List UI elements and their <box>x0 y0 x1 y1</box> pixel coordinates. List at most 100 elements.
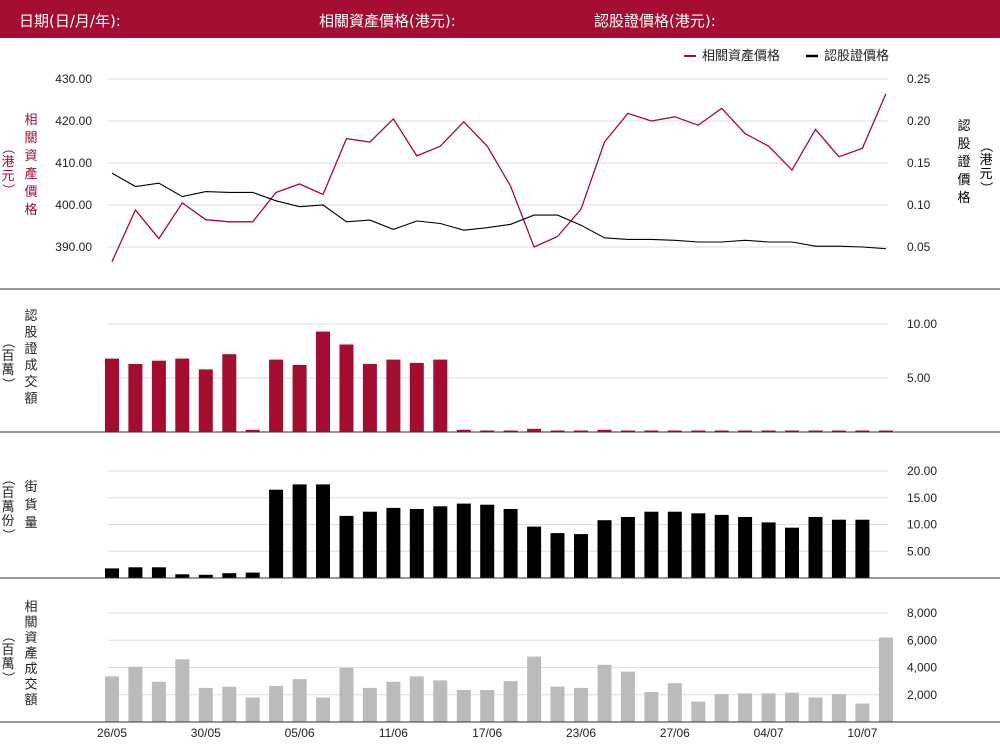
y-right-tick-label: 0.20 <box>907 114 931 128</box>
bar <box>620 671 635 722</box>
right-axis-label: 格 <box>957 190 970 206</box>
y-left-tick-label: 400.00 <box>55 198 92 212</box>
bar <box>386 359 401 432</box>
bar <box>761 522 776 578</box>
bar <box>175 358 190 432</box>
bar <box>198 574 213 578</box>
bar <box>785 430 799 432</box>
axis-unit: （ <box>0 629 15 642</box>
bar <box>292 365 307 432</box>
axis-label: 成 <box>24 359 37 374</box>
bar <box>409 676 424 722</box>
axis-label: 街 <box>24 480 37 495</box>
axis-label: 貨 <box>24 497 37 513</box>
y-right-tick-label: 0.15 <box>907 156 931 170</box>
left-axis-label: 價 <box>24 185 37 200</box>
bar <box>269 685 284 722</box>
bar <box>785 527 799 578</box>
left-axis-unit: 元 <box>1 169 14 184</box>
right-axis-label: 股 <box>957 137 970 152</box>
axis-unit: 百 <box>1 643 14 658</box>
y-right-tick-label: 0.05 <box>907 240 931 254</box>
bar <box>691 513 706 578</box>
axis-label: 關 <box>24 616 37 631</box>
bar <box>433 359 448 432</box>
axis-label: 認 <box>24 308 37 324</box>
x-tick-label: 23/06 <box>566 726 596 740</box>
bar <box>831 430 846 432</box>
bar <box>316 697 330 722</box>
bar <box>644 511 659 578</box>
x-tick-label: 26/05 <box>97 726 127 740</box>
warrant-price-label: 認股證價格(港元): <box>594 12 716 30</box>
axis-unit: ） <box>0 377 15 390</box>
bar <box>761 430 776 432</box>
bar <box>151 681 166 722</box>
y-tick-label: 6,000 <box>907 633 937 647</box>
left-axis-label: 關 <box>24 131 37 146</box>
bar <box>644 692 659 722</box>
bar <box>878 430 893 432</box>
bar <box>151 360 166 432</box>
bar <box>527 526 542 578</box>
bar <box>386 681 401 722</box>
axis-unit: 萬 <box>1 500 14 515</box>
x-tick-label: 30/05 <box>191 726 221 740</box>
bar <box>738 517 753 578</box>
bar <box>480 504 495 578</box>
axis-label: 成 <box>24 662 37 677</box>
axis-unit: 百 <box>1 486 14 501</box>
x-tick-label: 10/07 <box>847 726 877 740</box>
bar <box>503 509 518 578</box>
bar <box>574 687 588 722</box>
y-tick-label: 15.00 <box>907 491 937 505</box>
bar <box>198 369 213 432</box>
y-left-tick-label: 430.00 <box>55 72 92 86</box>
x-tick-label: 04/07 <box>754 726 784 740</box>
bar <box>409 509 424 578</box>
bar <box>269 359 284 432</box>
bar <box>316 484 330 578</box>
series-line-warrant <box>111 172 886 250</box>
bar <box>597 429 612 432</box>
y-tick-label: 2,000 <box>907 688 937 702</box>
bar <box>339 344 354 432</box>
bar <box>550 533 565 578</box>
bar <box>433 680 448 722</box>
x-tick-label: 11/06 <box>379 726 408 740</box>
y-tick-label: 10.00 <box>907 317 937 331</box>
bar <box>316 331 330 432</box>
bar <box>222 573 237 578</box>
axis-unit: 萬 <box>1 363 14 378</box>
bar <box>785 692 799 722</box>
bar <box>644 430 659 432</box>
axis-label: 股 <box>24 326 37 341</box>
y-right-tick-label: 0.25 <box>907 72 931 86</box>
bar <box>527 428 542 432</box>
y-left-tick-label: 410.00 <box>55 156 92 170</box>
bar <box>620 430 635 432</box>
x-tick-label: 27/06 <box>660 726 690 740</box>
bar <box>456 690 471 722</box>
bar <box>855 519 870 578</box>
bar <box>222 686 237 722</box>
bar <box>175 659 190 722</box>
right-axis-unit: 港 <box>979 153 992 168</box>
warrant-chart: 430.00 420.00 410.00 400.00 390.00 0.25 0.20 0.… <box>0 48 1000 740</box>
axis-unit: 萬 <box>1 657 14 672</box>
bar <box>175 574 190 578</box>
y-left-tick-label: 420.00 <box>55 114 92 128</box>
bar <box>714 514 729 578</box>
bar <box>362 687 377 722</box>
axis-label: 額 <box>24 392 37 407</box>
bar <box>198 687 213 722</box>
bar <box>480 430 495 432</box>
axis-unit: （ <box>0 472 15 485</box>
bar <box>456 503 471 578</box>
y-left-tick-label: 390.00 <box>55 240 92 254</box>
left-axis-unit: （ <box>0 141 15 154</box>
bar <box>878 637 893 722</box>
bar <box>105 568 119 578</box>
bar <box>855 703 870 722</box>
bar <box>409 362 424 432</box>
